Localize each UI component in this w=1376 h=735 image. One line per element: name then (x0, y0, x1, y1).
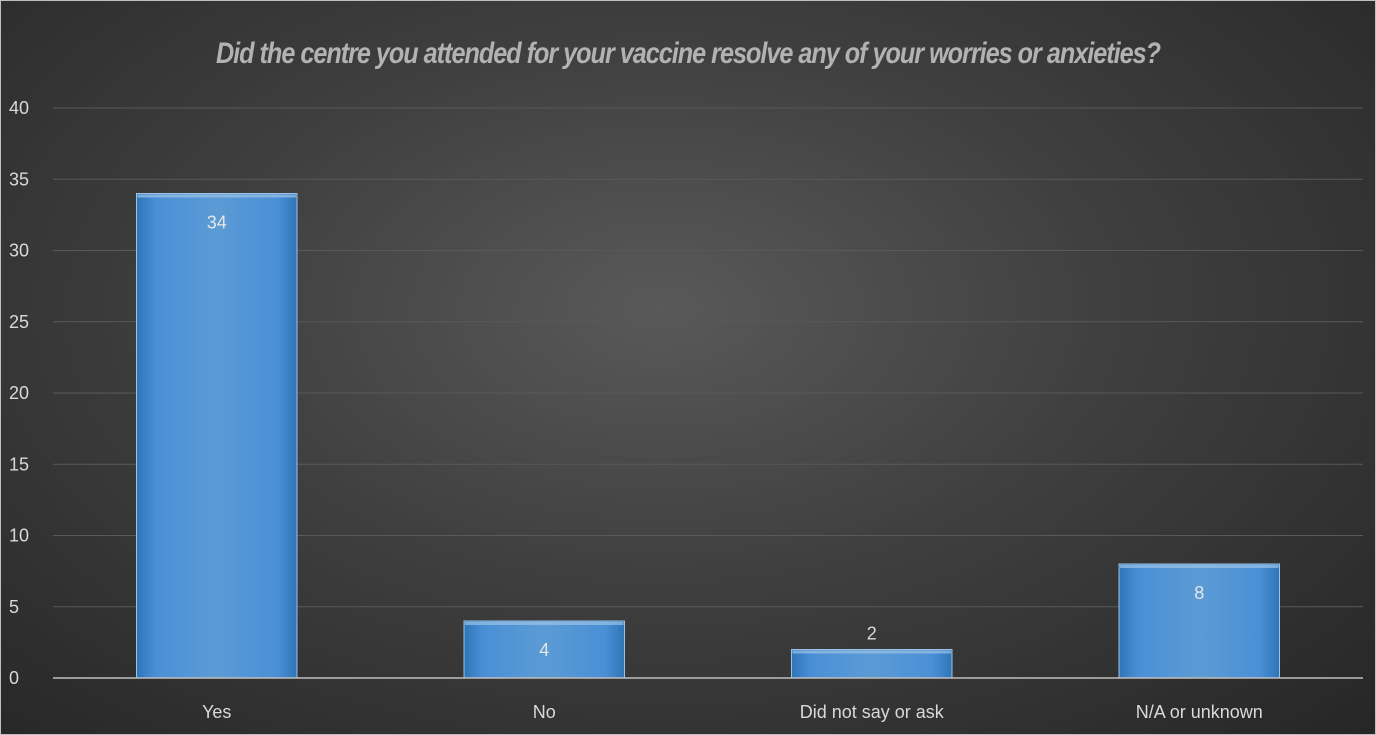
bar-n-a-or-unknown (1118, 563, 1280, 679)
x-tick-label: Did not say or ask (800, 702, 945, 722)
x-axis-labels: Yes No Did not say or ask N/A or unknown (202, 702, 1263, 722)
data-label: 34 (207, 213, 227, 233)
chart-title: Did the centre you attended for your vac… (215, 37, 1161, 70)
y-tick-label: 35 (9, 169, 29, 189)
y-axis-ticks: 0 5 10 15 20 25 30 35 40 (9, 98, 29, 688)
x-tick-label: No (533, 702, 556, 722)
bar-bevel (1120, 565, 1279, 568)
y-tick-label: 15 (9, 454, 29, 474)
x-tick-label: Yes (202, 702, 231, 722)
y-tick-label: 10 (9, 526, 29, 546)
bar-yes (136, 193, 298, 679)
data-label: 4 (539, 640, 549, 660)
y-tick-label: 0 (9, 668, 19, 688)
data-label: 2 (867, 624, 877, 644)
bar-bevel (465, 622, 624, 625)
bar-bevel (792, 650, 951, 654)
data-label: 8 (1194, 583, 1204, 603)
data-labels: 34 4 2 8 (207, 213, 1205, 661)
y-tick-label: 20 (9, 383, 29, 403)
bars (136, 193, 1280, 679)
bar-did-not-say-or-ask (791, 649, 953, 679)
x-tick-label: N/A or unknown (1136, 702, 1263, 722)
y-tick-label: 25 (9, 312, 29, 332)
y-tick-label: 5 (9, 597, 19, 617)
bar-bevel (137, 194, 296, 198)
y-tick-label: 40 (9, 98, 29, 118)
bar-no (463, 620, 625, 679)
y-tick-label: 30 (9, 241, 29, 261)
